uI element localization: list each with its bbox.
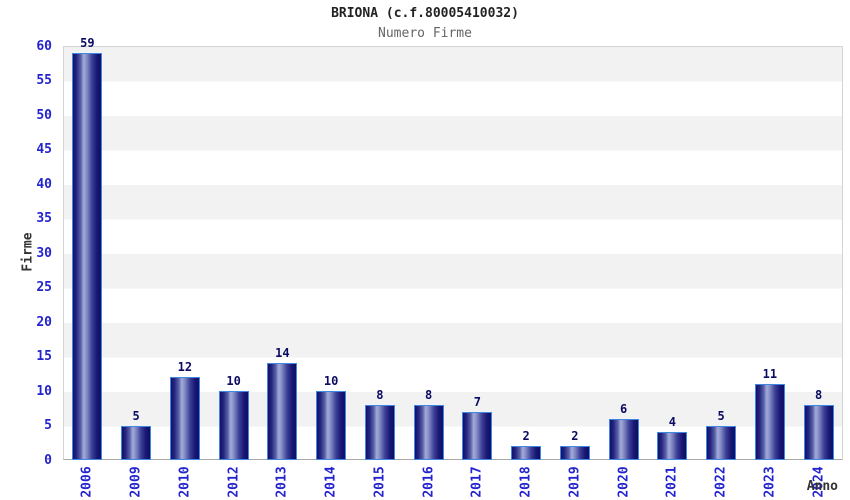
x-axis-tick-label: 2019 — [567, 466, 583, 498]
bar — [657, 432, 688, 460]
bar — [754, 384, 785, 460]
bar — [462, 411, 493, 460]
x-axis-tick-label: 2022 — [713, 466, 729, 498]
x-axis-tick-label: 2014 — [323, 466, 339, 498]
y-axis-tick-label: 35 — [36, 211, 52, 226]
x-axis-title: Anno — [806, 479, 838, 494]
y-axis-tick-label: 0 — [44, 452, 52, 468]
x-axis-tick-label: 2015 — [372, 466, 388, 498]
y-axis-tick-label: 30 — [36, 245, 52, 261]
y-axis-tick-label: 25 — [36, 280, 52, 295]
x-axis-tick-label: 2013 — [274, 466, 290, 498]
bar-value-label: 8 — [376, 387, 384, 402]
bar — [364, 404, 395, 460]
y-axis-tick-label: 5 — [44, 418, 52, 433]
bar-value-label: 10 — [226, 374, 241, 388]
y-axis-tick-label: 50 — [36, 107, 52, 123]
bar — [803, 404, 834, 460]
x-axis-tick-label: 2016 — [421, 466, 437, 498]
y-axis-tick-label: 10 — [36, 383, 52, 399]
bar-value-label: 2 — [522, 429, 530, 444]
x-axis-tick-label: 2018 — [518, 466, 534, 498]
y-axis-tick-label: 40 — [36, 176, 52, 192]
bar — [121, 425, 152, 460]
bar-value-label: 11 — [762, 367, 778, 382]
bar-value-label: 6 — [620, 401, 628, 416]
bar — [72, 52, 103, 460]
y-axis-tick-label: 55 — [36, 73, 52, 88]
chart-subtitle: Numero Firme — [378, 26, 472, 41]
x-axis-tick-label: 2021 — [664, 466, 680, 498]
bar — [559, 446, 590, 460]
bar — [706, 425, 737, 460]
bar — [267, 363, 298, 460]
chart-title: BRIONA (c.f.80005410032) — [331, 6, 519, 21]
bar — [511, 446, 542, 460]
x-axis-tick-label: 2012 — [226, 466, 242, 498]
bar — [169, 377, 200, 460]
y-axis-title: Firme — [20, 232, 36, 272]
bar — [316, 391, 347, 460]
bar — [608, 418, 639, 460]
y-axis-tick-label: 15 — [36, 349, 52, 364]
bar-value-label: 8 — [815, 387, 823, 402]
bar-value-label: 8 — [425, 387, 433, 402]
bar-value-label: 12 — [177, 360, 193, 375]
bar-value-label: 4 — [668, 415, 676, 430]
x-axis-tick-label: 2023 — [762, 466, 778, 498]
bar-value-label: 10 — [323, 374, 339, 388]
x-axis-tick-label: 2009 — [128, 466, 144, 498]
y-axis-tick-label: 45 — [36, 142, 52, 157]
bar-value-label: 2 — [571, 429, 579, 444]
bar — [218, 391, 249, 460]
y-axis-tick-label: 60 — [36, 38, 52, 54]
bar-value-label: 7 — [473, 394, 481, 409]
bar — [413, 404, 444, 460]
bar-value-label: 14 — [275, 346, 290, 361]
bar-value-label: 59 — [80, 35, 95, 50]
y-axis-tick-label: 20 — [36, 314, 52, 330]
x-axis-tick-label: 2010 — [177, 466, 193, 498]
x-axis-tick-label: 2006 — [79, 466, 95, 498]
x-axis-tick-label: 2017 — [469, 466, 485, 498]
bar-value-label: 5 — [132, 408, 140, 423]
bar-value-label: 5 — [717, 408, 725, 423]
x-axis-tick-label: 2020 — [616, 466, 632, 498]
